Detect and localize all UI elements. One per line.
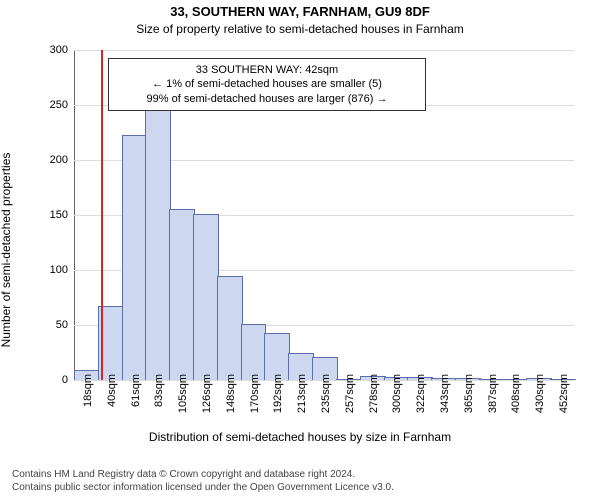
histogram-bar	[264, 333, 290, 380]
footer-line1: Contains HM Land Registry data © Crown c…	[12, 469, 394, 482]
annotation-box: 33 SOUTHERN WAY: 42sqm ← 1% of semi-deta…	[108, 58, 426, 111]
chart-container: 33, SOUTHERN WAY, FARNHAM, GU9 8DF Size …	[0, 0, 600, 500]
footer-attribution: Contains HM Land Registry data © Crown c…	[12, 469, 394, 494]
property-marker-line	[101, 50, 103, 380]
x-tick-label: 278sqm	[368, 374, 380, 413]
footer-line2: Contains public sector information licen…	[12, 482, 394, 495]
x-tick-label: 61sqm	[130, 374, 142, 407]
x-tick-label: 40sqm	[106, 374, 118, 407]
chart-title: 33, SOUTHERN WAY, FARNHAM, GU9 8DF	[0, 4, 600, 19]
x-tick-label: 148sqm	[225, 374, 237, 413]
x-tick-label: 343sqm	[439, 374, 451, 413]
histogram-bar	[217, 276, 243, 380]
chart-subtitle: Size of property relative to semi-detach…	[0, 22, 600, 36]
annotation-line1: 33 SOUTHERN WAY: 42sqm	[117, 63, 417, 77]
x-axis-label: Distribution of semi-detached houses by …	[0, 430, 600, 444]
x-tick-label: 452sqm	[558, 374, 570, 413]
y-axis-label: Number of semi-detached properties	[0, 55, 13, 250]
x-tick-label: 213sqm	[296, 374, 308, 413]
x-tick-label: 365sqm	[463, 374, 475, 413]
x-tick-label: 83sqm	[153, 374, 165, 407]
annotation-line2: ← 1% of semi-detached houses are smaller…	[117, 77, 417, 91]
x-tick-label: 170sqm	[249, 374, 261, 413]
x-tick-label: 18sqm	[82, 374, 94, 407]
x-tick-label: 430sqm	[534, 374, 546, 413]
x-tick-label: 235sqm	[320, 374, 332, 413]
x-tick-label: 322sqm	[415, 374, 427, 413]
annotation-line3: 99% of semi-detached houses are larger (…	[117, 92, 417, 106]
x-tick-label: 387sqm	[487, 374, 499, 413]
y-tick-label: 200	[34, 154, 74, 166]
histogram-bar	[122, 135, 148, 380]
x-tick-label: 192sqm	[272, 374, 284, 413]
y-tick-label: 0	[34, 374, 74, 386]
y-tick-label: 150	[34, 209, 74, 221]
x-tick-label: 408sqm	[510, 374, 522, 413]
grid-line	[74, 50, 574, 51]
histogram-bar	[145, 106, 171, 380]
histogram-bar	[169, 209, 195, 381]
y-tick-label: 100	[34, 264, 74, 276]
histogram-bar	[241, 324, 267, 380]
y-tick-label: 300	[34, 44, 74, 56]
x-tick-label: 257sqm	[344, 374, 356, 413]
x-tick-label: 105sqm	[177, 374, 189, 413]
x-tick-label: 126sqm	[201, 374, 213, 413]
y-tick-label: 250	[34, 99, 74, 111]
x-tick-label: 300sqm	[391, 374, 403, 413]
histogram-bar	[193, 214, 219, 380]
y-tick-label: 50	[34, 319, 74, 331]
